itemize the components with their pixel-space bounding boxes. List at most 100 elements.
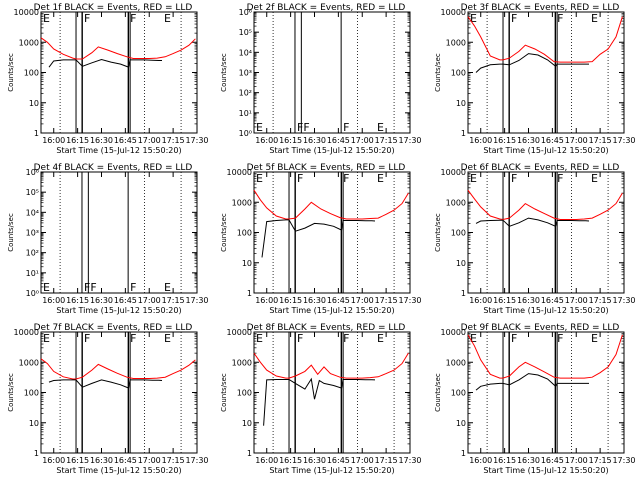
y-tick-label: 10⁵ [26, 188, 39, 197]
y-tick-label: 100 [237, 229, 252, 238]
flag-label-f: F [130, 281, 136, 294]
x-tick-label: 17:00 [351, 456, 374, 465]
flag-label-f: F [557, 12, 563, 25]
x-tick-label: 17:15 [375, 136, 398, 145]
x-axis-label: Start Time (15-Jul-12 15:50:20) [483, 306, 608, 315]
y-tick-label: 100 [237, 389, 252, 398]
x-tick-label: 17:00 [565, 456, 588, 465]
x-tick-label: 17:30 [612, 296, 635, 305]
y-tick-label: 100 [24, 69, 39, 78]
flag-label-e: E [591, 12, 598, 25]
y-axis-label: Counts/sec [7, 53, 15, 92]
y-tick-label: 10000 [441, 168, 466, 177]
x-tick-label: 17:15 [162, 456, 185, 465]
x-tick-label: 17:15 [589, 456, 612, 465]
events-series-line [263, 377, 376, 426]
x-tick-label: 16:45 [327, 296, 350, 305]
x-tick-label: 16:00 [255, 296, 278, 305]
flag-label-f: F [343, 332, 349, 345]
y-tick-label: 10000 [441, 8, 466, 17]
x-axis-label: Start Time (15-Jul-12 15:50:20) [56, 466, 181, 475]
x-tick-label: 16:15 [493, 296, 516, 305]
x-tick-label: 17:00 [351, 296, 374, 305]
flag-label-f: F [343, 121, 349, 134]
y-tick-label: 10 [242, 419, 252, 428]
lld-series-line [467, 189, 623, 221]
flag-label-e: E [43, 12, 50, 25]
flag-label-f: F [557, 172, 563, 185]
x-axis-label: Start Time (15-Jul-12 15:50:20) [483, 146, 608, 155]
y-tick-label: 10 [242, 259, 252, 268]
x-tick-label: 16:45 [327, 456, 350, 465]
x-tick-label: 17:30 [185, 296, 208, 305]
plot-frame [253, 171, 411, 294]
flag-label-e: E [256, 332, 263, 345]
y-axis-label: Counts/sec [434, 373, 442, 412]
x-tick-label: 16:00 [42, 136, 65, 145]
lld-series-line [40, 37, 196, 60]
x-tick-label: 17:30 [612, 136, 635, 145]
chart-title: Det 7f BLACK = Events, RED = LLD [34, 323, 193, 333]
y-tick-label: 1 [461, 289, 466, 298]
flag-label-f: F [84, 332, 90, 345]
y-tick-label: 1 [461, 129, 466, 138]
chart-panel-3: Det 3f BLACK = Events, RED = LLD 1 10 100 10… [434, 3, 636, 155]
flag-label-e: E [377, 332, 384, 345]
flag-label-e: E [43, 281, 50, 294]
y-tick-label: 10 [29, 99, 39, 108]
y-tick-label: 1 [247, 289, 252, 298]
x-tick-label: 16:45 [541, 296, 564, 305]
chart-title: Det 4f BLACK = Events, RED = LLD [34, 163, 193, 173]
flag-label-e: E [256, 121, 263, 134]
chart-panel-5: Det 5f BLACK = Events, RED = LLD 1 10 100 10… [220, 163, 422, 315]
y-tick-label: 1000 [446, 38, 466, 47]
x-tick-label: 16:45 [114, 456, 137, 465]
x-tick-label: 17:15 [162, 136, 185, 145]
x-tick-label: 17:00 [138, 296, 161, 305]
x-tick-label: 16:00 [42, 296, 65, 305]
x-axis-label: Start Time (15-Jul-12 15:50:20) [269, 466, 394, 475]
y-tick-label: 10¹ [26, 269, 39, 278]
flag-label-f: F [130, 12, 136, 25]
y-tick-label: 1000 [232, 358, 252, 367]
plot-frame [467, 171, 625, 294]
x-tick-label: 16:45 [114, 296, 137, 305]
y-tick-label: 10000 [14, 328, 39, 337]
y-tick-label: 10 [456, 259, 466, 268]
y-tick-label: 10⁶ [26, 168, 39, 177]
x-tick-label: 16:30 [90, 456, 113, 465]
chart-title: Det 8f BLACK = Events, RED = LLD [247, 323, 406, 333]
flag-label-e: E [164, 332, 171, 345]
events-series-line [48, 58, 162, 68]
flag-label-e: E [591, 172, 598, 185]
flag-label-f: F [303, 121, 309, 134]
y-axis-label: Counts/sec [7, 373, 15, 412]
y-tick-label: 10000 [441, 328, 466, 337]
x-tick-label: 16:00 [42, 456, 65, 465]
x-tick-label: 16:45 [114, 136, 137, 145]
x-tick-label: 16:45 [541, 456, 564, 465]
events-series-line [261, 219, 376, 258]
x-tick-label: 17:15 [589, 296, 612, 305]
chart-panel-2: Det 2f BLACK = Events, RED = LLD 10⁰ 10¹ 10… [220, 3, 422, 155]
y-axis-label: Counts/sec [220, 53, 228, 92]
flag-label-e: E [470, 172, 477, 185]
y-tick-label: 1 [34, 129, 39, 138]
lld-series-line [40, 358, 196, 380]
chart-panel-1: Det 1f BLACK = Events, RED = LLD 1 10 100 10… [7, 3, 209, 155]
flag-label-f: F [343, 172, 349, 185]
flag-label-f: F [84, 12, 90, 25]
x-tick-label: 16:15 [493, 456, 516, 465]
x-tick-label: 16:45 [327, 136, 350, 145]
x-tick-label: 16:15 [279, 456, 302, 465]
flag-label-f: F [297, 172, 303, 185]
flag-label-e: E [377, 121, 384, 134]
y-tick-label: 1000 [446, 358, 466, 367]
y-tick-label: 10 [456, 419, 466, 428]
x-tick-label: 16:30 [303, 456, 326, 465]
x-tick-label: 16:30 [303, 136, 326, 145]
flag-label-f: F [130, 332, 136, 345]
y-tick-label: 10⁰ [239, 129, 252, 138]
flag-label-e: E [470, 332, 477, 345]
